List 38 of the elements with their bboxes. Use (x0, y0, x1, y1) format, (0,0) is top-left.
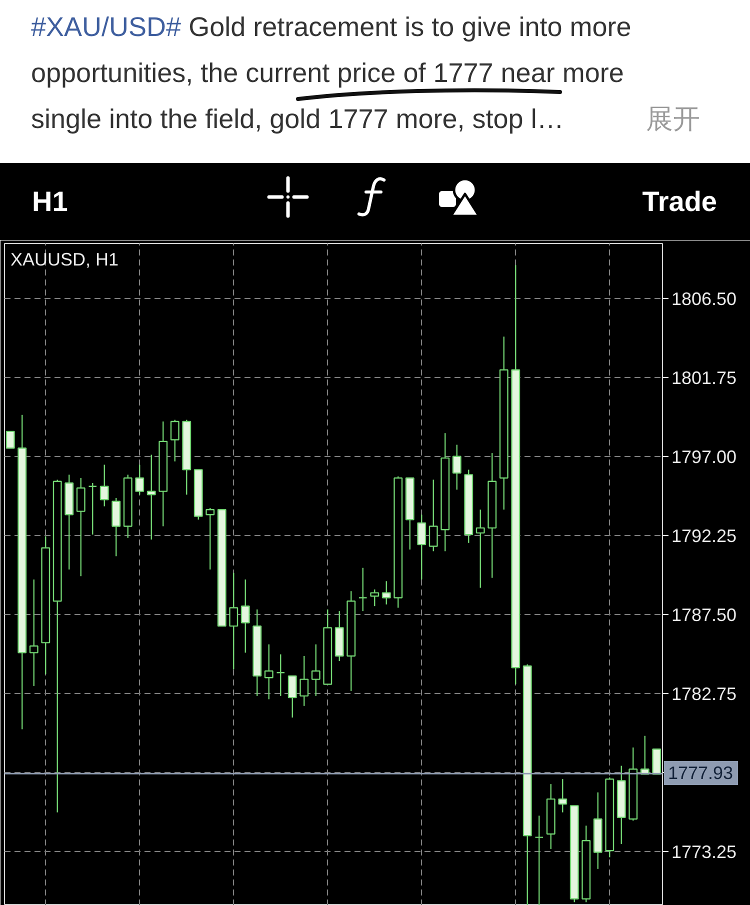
y-tick-label: 1787.50 (672, 604, 737, 625)
candlestick (88, 482, 98, 536)
candlestick (29, 578, 38, 687)
candlestick (288, 675, 297, 718)
chart-subtitle: XAUUSD, H1 (10, 250, 119, 270)
candlestick (370, 588, 380, 607)
y-tick-label: 1797.00 (672, 446, 737, 467)
candlestick (452, 444, 462, 490)
candlestick (170, 419, 180, 462)
candlestick (382, 580, 391, 606)
candlestick (428, 479, 438, 552)
candlestick (358, 567, 368, 612)
text: 展开 (646, 103, 700, 136)
candlestick (476, 509, 485, 588)
y-tick-label: 1782.75 (672, 684, 737, 704)
candlestick (206, 507, 215, 570)
candlestick (76, 477, 86, 577)
candlestick (6, 430, 15, 449)
candlestick (135, 464, 144, 496)
text: H1 (32, 185, 68, 219)
candlestick (311, 644, 320, 697)
y-tick-label: 1806.50 (672, 288, 737, 309)
candlestick (229, 572, 238, 670)
candlestick (558, 778, 568, 813)
chart-title: #XAU/USD# Gold retracement is to give into more opportunities, the current price of 1777 near more single into the field, gold 1777 more, stop l… (31, 11, 632, 136)
y-tick-label: 1801.75 (672, 368, 737, 388)
candlestick (534, 815, 544, 905)
candlestick (276, 654, 286, 697)
candlestick (264, 644, 274, 700)
candlestick (100, 464, 109, 507)
text: Trade (642, 185, 717, 219)
ref-line-label: 1777.93 (664, 761, 738, 786)
y-tick-label: 1773.25 (672, 842, 737, 862)
candlestick (146, 454, 156, 540)
candlestick (240, 578, 250, 654)
y-tick-label: 1792.25 (672, 526, 737, 546)
candlestick (417, 514, 426, 580)
candlestick (300, 655, 309, 706)
